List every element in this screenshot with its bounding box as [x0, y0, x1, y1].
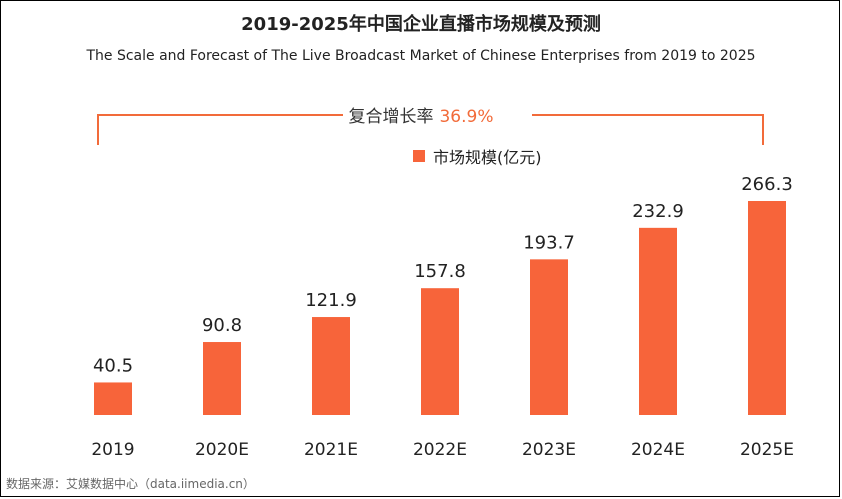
value-label-2019: 40.5	[93, 355, 133, 376]
cagr-bracket	[97, 114, 764, 145]
legend: 市场规模(亿元)	[413, 144, 542, 168]
legend-label: 市场规模(亿元)	[433, 148, 542, 167]
value-label-2025E: 266.3	[741, 174, 793, 195]
category-label-2024E: 2024E	[631, 440, 685, 460]
cagr-value: 36.9%	[439, 107, 494, 127]
value-label-2021E: 121.9	[305, 290, 357, 311]
legend-swatch	[413, 150, 425, 162]
bar-2025E	[748, 201, 786, 415]
chart-title: 2019-2025年中国企业直播市场规模及预测	[241, 14, 601, 35]
chart-subtitle: The Scale and Forecast of The Live Broad…	[86, 48, 756, 64]
category-label-2023E: 2023E	[522, 440, 576, 460]
value-label-2020E: 90.8	[202, 315, 242, 336]
value-label-2023E: 193.7	[523, 232, 575, 253]
bar-2024E	[639, 227, 677, 415]
category-label-2019: 2019	[91, 440, 134, 460]
bar-2019	[94, 382, 132, 415]
value-label-2024E: 232.9	[632, 201, 684, 222]
bar-2023E	[530, 259, 568, 415]
category-label-2021E: 2021E	[304, 440, 358, 460]
cagr-annotation: 复合增长率 36.9%	[0, 102, 842, 127]
source-note: 数据来源：艾媒数据中心（data.iimedia.cn）	[6, 477, 255, 491]
category-label-2022E: 2022E	[413, 440, 467, 460]
bar-2021E	[312, 317, 350, 415]
bar-2022E	[421, 288, 459, 415]
value-label-2022E: 157.8	[414, 261, 466, 282]
category-label-2020E: 2020E	[195, 440, 249, 460]
category-label-2025E: 2025E	[740, 440, 794, 460]
bar-2020E	[203, 342, 241, 415]
cagr-label: 复合增长率	[348, 107, 434, 127]
